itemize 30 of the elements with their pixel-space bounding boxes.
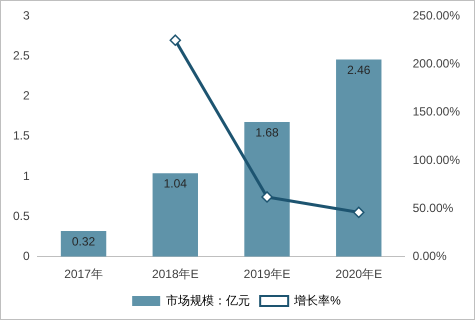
point — [261, 191, 273, 203]
legend-label: 市场规模：亿元 — [166, 293, 250, 308]
x-tick-label: 2020年E — [335, 267, 382, 282]
y2-tick-label: 50.00% — [412, 200, 454, 215]
data-label: 2.46 — [347, 62, 371, 77]
y2-tick-label: 200.00% — [412, 56, 460, 71]
bar — [336, 59, 382, 257]
point — [353, 206, 365, 218]
y-tick-label: 1 — [22, 168, 30, 183]
y2-tick-label: 150.00% — [412, 104, 460, 119]
x-tick-label: 2018年E — [152, 267, 199, 282]
point — [170, 34, 182, 46]
y-tick-label: 2 — [22, 88, 30, 103]
bar — [244, 122, 290, 257]
data-label: 0.32 — [72, 234, 96, 248]
data-label: 1.04 — [164, 176, 188, 191]
y2-tick-label: 0.00% — [412, 248, 447, 263]
x-tick-label: 2017年 — [64, 267, 103, 282]
data-label: 1.68 — [255, 125, 280, 140]
legend-label: 增长率% — [293, 293, 342, 308]
bar — [152, 173, 198, 257]
y2-tick-label: 250.00% — [412, 8, 460, 23]
bar — [60, 230, 106, 257]
y2-tick-label: 100.00% — [412, 152, 460, 167]
y-tick-label: 1.5 — [12, 128, 30, 143]
y-tick-label: 0 — [22, 248, 30, 263]
y-tick-label: 2.5 — [12, 48, 30, 63]
y-tick-label: 0.5 — [12, 208, 30, 223]
y-tick-label: 3 — [22, 8, 30, 23]
x-tick-label: 2019年E — [244, 267, 290, 282]
